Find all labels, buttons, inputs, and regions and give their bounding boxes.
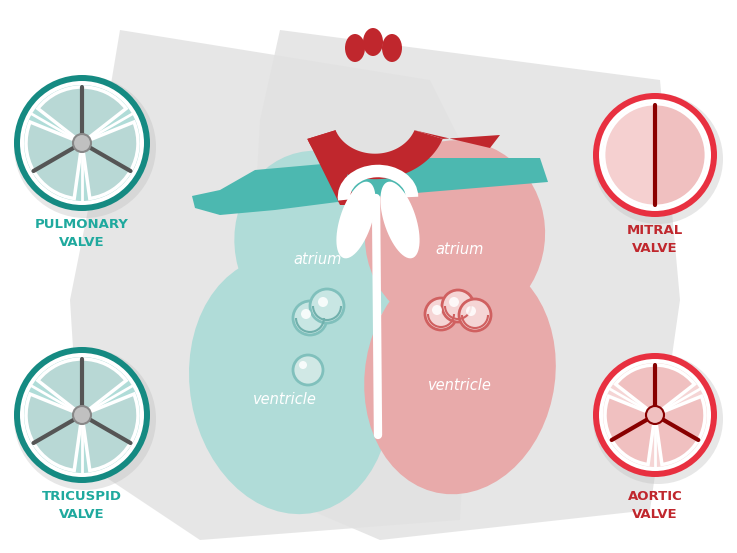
Polygon shape: [365, 140, 545, 330]
Circle shape: [599, 99, 711, 211]
Circle shape: [442, 290, 474, 322]
Circle shape: [299, 361, 307, 369]
Circle shape: [14, 76, 156, 218]
Text: AORTIC
VALVE: AORTIC VALVE: [628, 490, 682, 521]
Polygon shape: [307, 130, 443, 179]
Circle shape: [73, 406, 91, 424]
Wedge shape: [38, 87, 126, 143]
Circle shape: [20, 353, 144, 477]
Polygon shape: [70, 30, 480, 540]
Text: ventricle: ventricle: [428, 378, 492, 393]
Circle shape: [14, 348, 156, 490]
Circle shape: [293, 355, 323, 385]
Wedge shape: [38, 359, 126, 415]
Circle shape: [593, 353, 717, 477]
Circle shape: [593, 354, 723, 484]
Circle shape: [14, 75, 150, 211]
Circle shape: [593, 93, 717, 217]
Wedge shape: [26, 394, 82, 471]
Wedge shape: [615, 365, 694, 415]
Circle shape: [20, 81, 144, 205]
Circle shape: [301, 309, 311, 319]
Wedge shape: [82, 122, 138, 199]
Polygon shape: [307, 130, 355, 205]
Wedge shape: [655, 104, 706, 206]
Circle shape: [459, 299, 491, 331]
Polygon shape: [364, 255, 556, 494]
Circle shape: [318, 297, 328, 307]
Wedge shape: [605, 397, 655, 465]
Polygon shape: [189, 256, 391, 514]
Text: TRICUSPID
VALVE: TRICUSPID VALVE: [42, 490, 122, 521]
Text: atrium: atrium: [436, 243, 484, 258]
Polygon shape: [414, 130, 500, 148]
Ellipse shape: [345, 34, 365, 62]
Circle shape: [432, 305, 442, 315]
Circle shape: [24, 357, 140, 473]
Circle shape: [24, 85, 140, 201]
Polygon shape: [240, 30, 680, 540]
Text: ventricle: ventricle: [253, 393, 317, 408]
Circle shape: [425, 298, 457, 330]
Text: PULMONARY
VALVE: PULMONARY VALVE: [35, 218, 129, 249]
Circle shape: [449, 297, 459, 307]
Wedge shape: [82, 394, 138, 471]
Circle shape: [603, 103, 707, 207]
Wedge shape: [26, 122, 82, 199]
Circle shape: [646, 406, 664, 424]
Circle shape: [466, 306, 476, 316]
Polygon shape: [380, 182, 419, 258]
Circle shape: [599, 359, 711, 471]
Circle shape: [14, 347, 150, 483]
Polygon shape: [390, 158, 548, 195]
Circle shape: [603, 363, 707, 467]
Polygon shape: [336, 181, 376, 258]
Text: MITRAL
VALVE: MITRAL VALVE: [627, 224, 683, 255]
Polygon shape: [234, 151, 405, 340]
Wedge shape: [655, 397, 705, 465]
Circle shape: [73, 134, 91, 152]
Ellipse shape: [382, 34, 402, 62]
Circle shape: [593, 94, 723, 224]
Circle shape: [310, 289, 344, 323]
Wedge shape: [604, 104, 655, 206]
Circle shape: [293, 301, 327, 335]
Text: atrium: atrium: [294, 253, 342, 268]
Polygon shape: [192, 158, 392, 215]
Ellipse shape: [363, 28, 383, 56]
